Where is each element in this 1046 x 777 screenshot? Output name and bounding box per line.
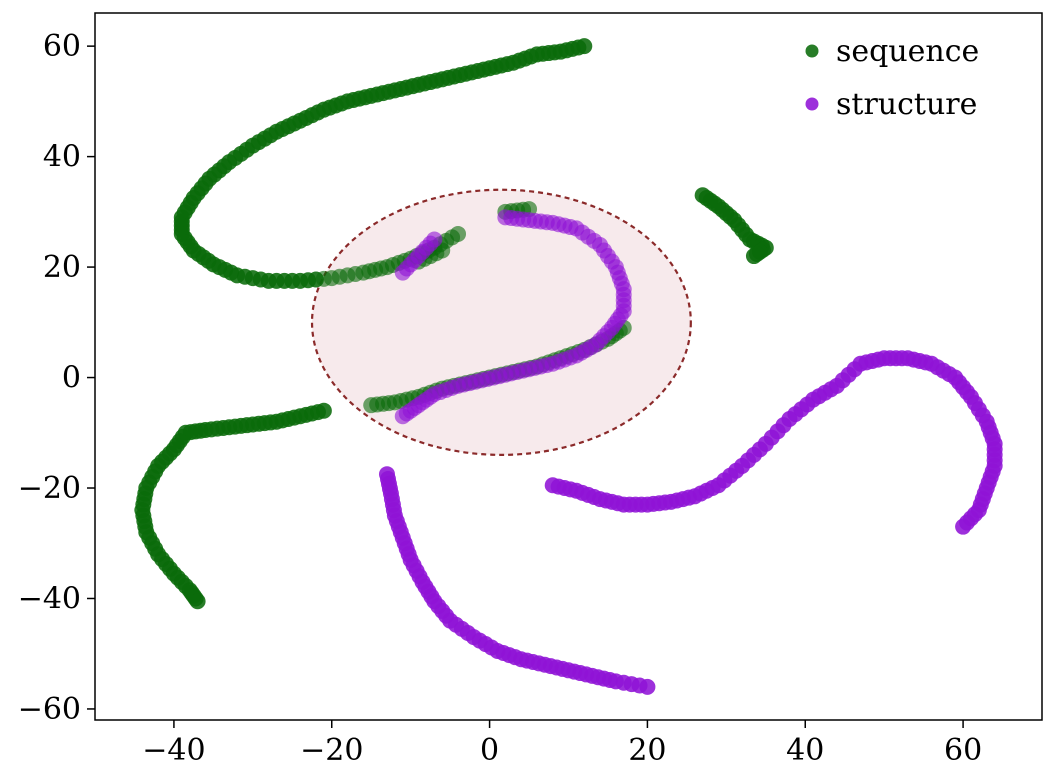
points-layer <box>134 38 1003 695</box>
highlight-circle <box>310 188 692 456</box>
plot-frame <box>94 12 1043 721</box>
y-axis: −60 −40 −20 0 20 40 60 <box>18 29 95 727</box>
y-tick-label: −60 <box>18 692 81 727</box>
structure-point <box>955 518 972 535</box>
legend: sequence structure <box>805 34 979 122</box>
x-tick-label: 40 <box>786 733 824 768</box>
y-tick-label: 20 <box>43 250 81 285</box>
sequence-point <box>450 225 467 242</box>
sequence-point <box>745 248 762 265</box>
x-tick-label: 0 <box>480 733 499 768</box>
structure-point <box>639 678 656 695</box>
structure-point <box>394 264 411 281</box>
y-tick-label: −20 <box>18 471 81 506</box>
x-axis: −40 −20 0 20 40 60 <box>142 720 982 768</box>
structure-point <box>394 408 411 425</box>
annotation-layer <box>310 188 692 456</box>
x-tick-label: −40 <box>142 733 205 768</box>
y-tick-label: 0 <box>62 361 81 396</box>
sequence-point <box>189 593 206 610</box>
y-tick-label: −40 <box>18 581 81 616</box>
legend-label-structure: structure <box>836 87 977 122</box>
series-structure <box>378 209 1003 695</box>
x-tick-label: 20 <box>628 733 666 768</box>
series-sequence <box>134 38 774 610</box>
y-tick-label: 60 <box>43 29 81 64</box>
legend-marker-sequence <box>805 44 819 58</box>
x-tick-label: 60 <box>944 733 982 768</box>
legend-label-sequence: sequence <box>836 34 979 69</box>
legend-marker-structure <box>805 97 819 111</box>
x-tick-label: −20 <box>300 733 363 768</box>
y-tick-label: 40 <box>43 140 81 175</box>
